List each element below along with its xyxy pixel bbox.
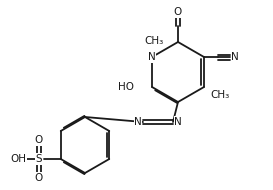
- Text: OH: OH: [11, 154, 27, 164]
- Text: N: N: [231, 52, 239, 62]
- Text: CH₃: CH₃: [210, 90, 230, 100]
- Text: O: O: [35, 173, 43, 183]
- Text: O: O: [35, 135, 43, 145]
- Text: N: N: [174, 117, 182, 127]
- Text: O: O: [174, 7, 182, 17]
- Text: N: N: [134, 117, 142, 127]
- Text: CH₃: CH₃: [144, 36, 164, 46]
- Text: HO: HO: [118, 82, 134, 92]
- Text: S: S: [35, 154, 42, 164]
- Text: N: N: [148, 52, 156, 62]
